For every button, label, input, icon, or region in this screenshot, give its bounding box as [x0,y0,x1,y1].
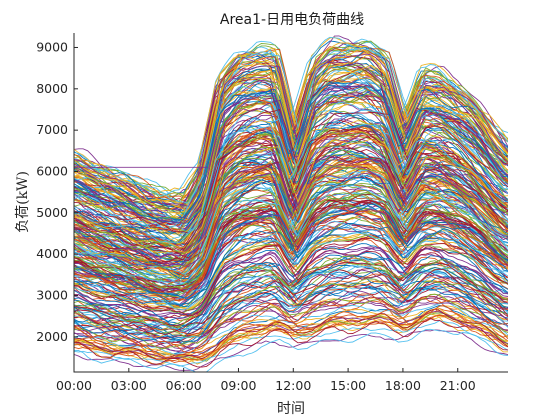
y-tick-label: 5000 [36,205,68,220]
x-tick-label: 12:00 [275,378,311,393]
load-curve [74,155,508,263]
load-curve [74,46,508,199]
load-curve [74,211,508,301]
load-curve [74,308,508,360]
load-curve [74,286,508,343]
y-tick-label: 6000 [36,163,68,178]
load-curve [74,163,508,267]
load-curve [74,64,508,221]
y-axis-ticks: 2000 3000 4000 5000 6000 7000 8000 9000 [36,39,78,344]
load-curve [74,280,508,338]
load-curve [74,264,508,330]
x-tick-label: 06:00 [166,378,202,393]
y-tick-label: 4000 [36,246,68,261]
load-curve [74,227,508,309]
load-curve [74,311,508,359]
load-curve [74,284,508,344]
load-curve [74,293,508,350]
load-curve [74,124,508,243]
load-curve [74,86,508,222]
y-tick-label: 2000 [36,329,68,344]
load-curve [74,170,508,275]
load-curve [74,295,508,352]
load-curve [74,191,508,290]
y-axis-label: 负荷(kW) [15,171,31,233]
load-curve [74,83,508,224]
load-curve [74,131,508,258]
load-curve [74,36,508,192]
load-curve [74,120,508,245]
load-curve [74,313,508,365]
load-curve [74,53,508,208]
x-axis-ticks: 00:00 03:00 06:00 09:00 12:00 15:00 18:00 21:00 [56,368,476,393]
load-curve [74,157,508,278]
load-curve [74,286,508,343]
load-curve [74,165,508,268]
load-curve [74,129,508,245]
load-curve [74,205,508,299]
x-tick-label: 18:00 [385,378,421,393]
load-curve [74,314,508,363]
load-curve [74,268,508,336]
load-curve [74,54,508,217]
load-curve [74,48,508,204]
x-tick-label: 15:00 [330,378,366,393]
load-curve [74,110,508,246]
load-curve [74,305,508,359]
x-axis-label: 时间 [277,401,305,417]
load-curve [74,237,508,311]
load-curve [74,184,508,286]
load-curve [74,172,508,270]
load-curve [74,203,508,301]
y-tick-label: 7000 [36,122,68,137]
load-curve [74,269,508,334]
load-curve [74,328,508,372]
load-curve [74,320,508,367]
load-curve [74,234,508,317]
load-curve [74,181,508,280]
load-curve [74,283,508,342]
load-curve [74,64,508,214]
load-curve [74,223,508,306]
load-curve [74,278,508,339]
load-curve [74,232,508,311]
x-tick-label: 03:00 [111,378,147,393]
load-curve [74,293,508,354]
curves-group [74,35,508,372]
load-curve [74,155,508,258]
y-tick-label: 9000 [36,39,68,54]
load-curve [74,125,508,245]
x-tick-label: 00:00 [56,378,92,393]
x-tick-label: 09:00 [220,378,256,393]
load-curve [74,231,508,308]
chart-title: Area1-日用电负荷曲线 [220,12,364,28]
y-tick-label: 3000 [36,288,68,303]
load-curve [74,255,508,328]
load-curve [74,273,508,336]
load-curve [74,247,508,320]
x-tick-label: 21:00 [440,378,476,393]
load-curve [74,317,508,368]
load-curve [74,141,508,255]
y-tick-label: 8000 [36,81,68,96]
